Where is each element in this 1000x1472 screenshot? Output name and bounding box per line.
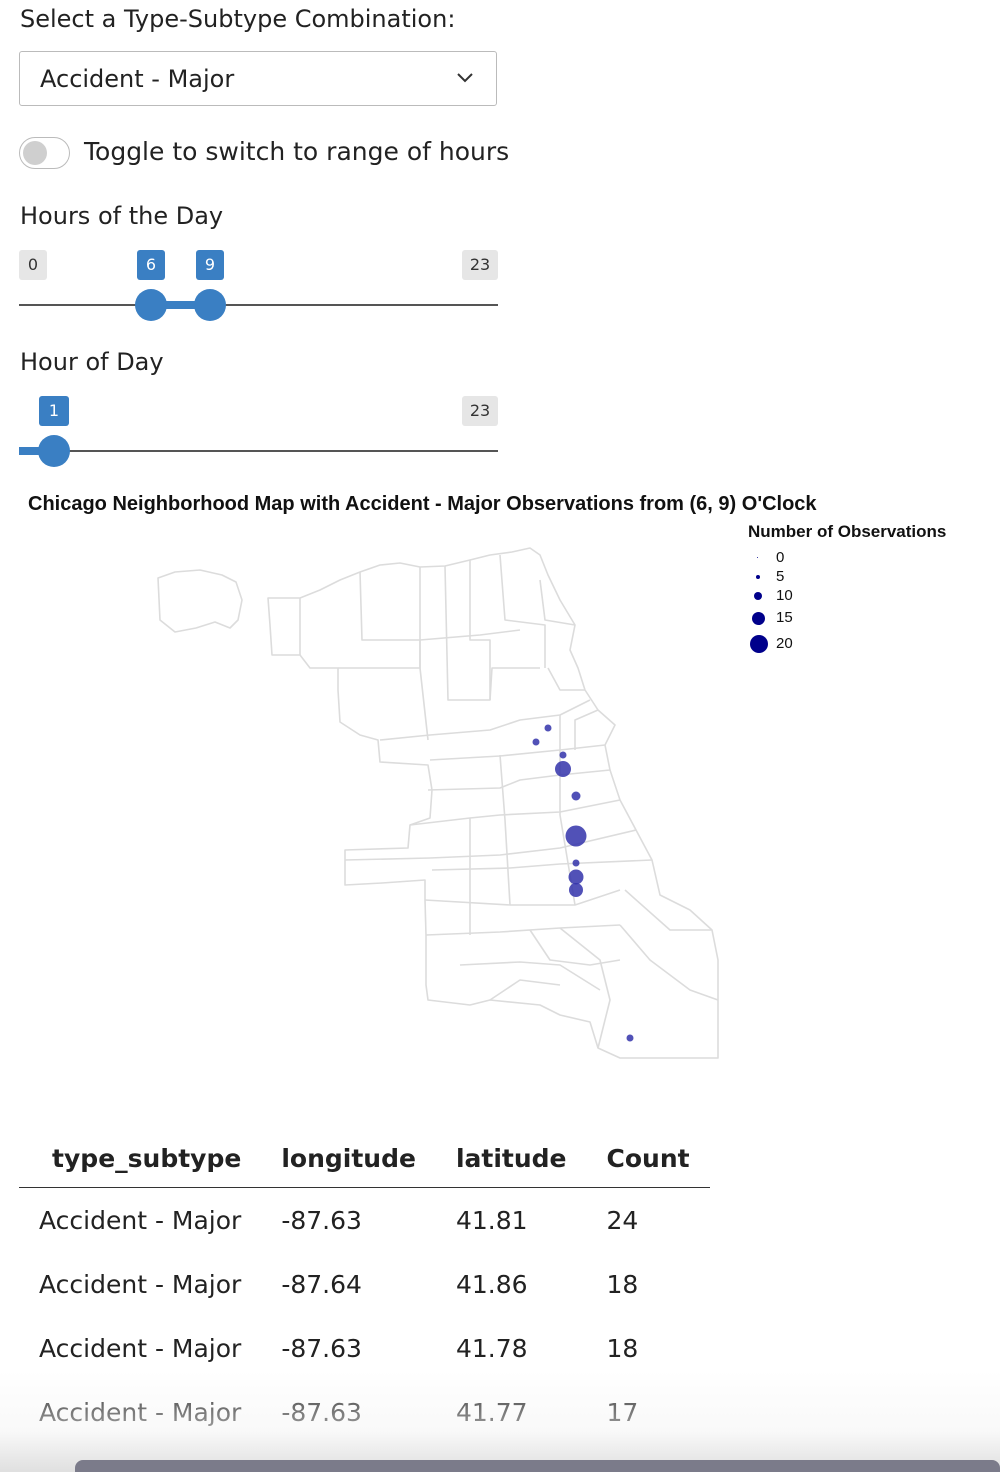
range-from-tag: 6 [137, 250, 165, 280]
chicago-map [157, 547, 719, 1059]
hour-slider-bar[interactable] [19, 447, 54, 455]
neighborhood-boundaries [157, 547, 719, 1059]
range-slider-bar[interactable] [151, 301, 210, 309]
toggle-knob [23, 141, 47, 165]
table-cell: 17 [606, 1397, 639, 1427]
range-max-tag: 23 [462, 250, 498, 280]
table-cell: -87.63 [281, 1205, 362, 1235]
column-header: latitude [435, 1138, 587, 1188]
observations-table: type_subtype longitude latitude Count Ac… [19, 1138, 710, 1444]
map-point [568, 869, 584, 885]
table-cell: -87.63 [281, 1333, 362, 1363]
table-cell: 41.78 [455, 1333, 528, 1363]
range-to-handle[interactable] [194, 289, 226, 321]
legend-dot [754, 592, 762, 600]
table-cell: Accident - Major [39, 1205, 242, 1235]
dock-bar [75, 1460, 1000, 1472]
column-header: Count [586, 1138, 710, 1188]
select-label: Select a Type-Subtype Combination: [20, 5, 456, 33]
table-header-row: type_subtype longitude latitude Count [19, 1138, 710, 1188]
map-point [532, 738, 540, 746]
table-cell: 41.86 [455, 1269, 528, 1299]
table-row: Accident - Major -87.64 41.86 18 [19, 1252, 710, 1316]
table-row: Accident - Major -87.63 41.77 17 [19, 1380, 710, 1444]
legend-dot [750, 635, 768, 653]
map-point [626, 1034, 634, 1042]
map-point [565, 825, 587, 847]
hour-slider-track[interactable] [19, 450, 498, 452]
hour-slider-label: Hour of Day [20, 348, 164, 376]
table-cell: 41.77 [455, 1397, 528, 1427]
hour-max-tag: 23 [462, 396, 498, 426]
legend-dot [752, 612, 765, 625]
column-header: longitude [261, 1138, 436, 1188]
legend-dot [756, 575, 760, 579]
table-cell: Accident - Major [39, 1397, 242, 1427]
select-value: Accident - Major [40, 65, 235, 93]
hour-value-tag: 1 [39, 396, 69, 426]
type-subtype-select[interactable]: Accident - Major [19, 51, 497, 106]
observation-points [532, 724, 634, 1042]
table-cell: Accident - Major [39, 1333, 242, 1363]
range-to-tag: 9 [196, 250, 224, 280]
table-cell: 18 [606, 1269, 639, 1299]
table-cell: Accident - Major [39, 1269, 242, 1299]
legend-title: Number of Observations [748, 522, 947, 541]
table-cell: -87.64 [281, 1269, 362, 1299]
table-row: Accident - Major -87.63 41.81 24 [19, 1188, 710, 1253]
range-from-handle[interactable] [135, 289, 167, 321]
table-cell: 24 [606, 1205, 639, 1235]
map-point [569, 883, 583, 897]
legend-label: 20 [776, 635, 793, 652]
range-toggle[interactable] [19, 137, 70, 169]
table-cell: 18 [606, 1333, 639, 1363]
map-point [571, 791, 581, 801]
map-title: Chicago Neighborhood Map with Accident -… [28, 493, 817, 515]
legend-label: 5 [776, 568, 785, 585]
toggle-label: Toggle to switch to range of hours [84, 137, 510, 166]
column-header: type_subtype [19, 1138, 262, 1188]
map-point [555, 761, 571, 777]
range-slider-track[interactable] [19, 304, 498, 306]
chevron-down-icon [457, 73, 473, 83]
hour-handle[interactable] [38, 435, 70, 467]
map-point [559, 751, 567, 759]
map-point [544, 724, 552, 732]
legend-label: 10 [776, 587, 793, 604]
range-slider-label: Hours of the Day [20, 202, 224, 230]
map-point [572, 859, 580, 867]
legend-dot [757, 557, 758, 558]
table-row: Accident - Major -87.63 41.78 18 [19, 1316, 710, 1380]
table-cell: -87.63 [281, 1397, 362, 1427]
legend-label: 15 [776, 609, 793, 626]
legend-label: 0 [776, 549, 785, 566]
range-min-tag: 0 [19, 250, 47, 280]
table-cell: 41.81 [455, 1205, 528, 1235]
